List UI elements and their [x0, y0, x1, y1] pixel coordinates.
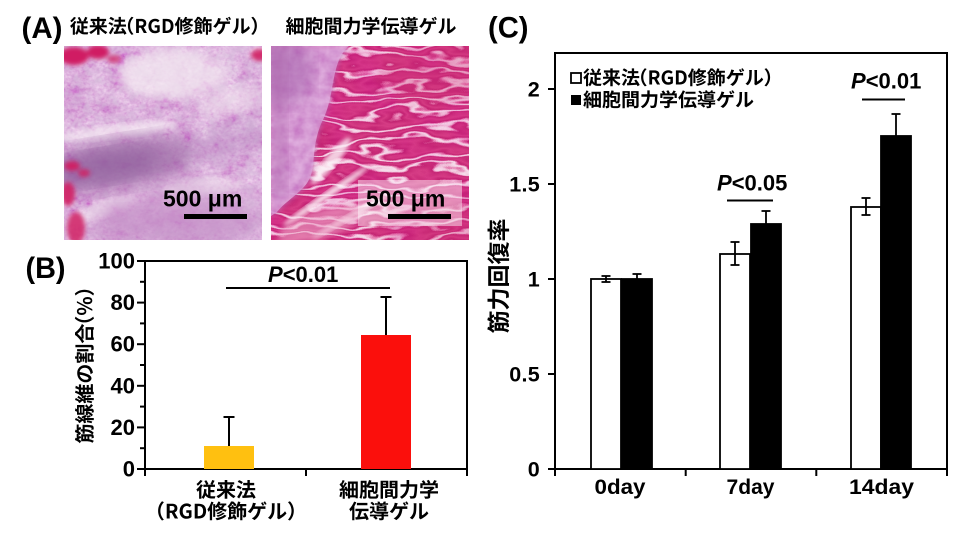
svg-text:80: 80	[111, 290, 135, 315]
svg-text:1.5: 1.5	[509, 173, 540, 197]
svg-text:(B): (B)	[26, 252, 66, 285]
svg-text:7day: 7day	[727, 476, 775, 499]
svg-text:14day: 14day	[849, 476, 914, 499]
svg-text:P<0.05: P<0.05	[717, 171, 787, 196]
svg-text:500 μm: 500 μm	[366, 186, 445, 212]
svg-text:(A): (A)	[22, 12, 63, 45]
svg-text:P<0.01: P<0.01	[851, 69, 921, 94]
svg-text:2: 2	[528, 78, 540, 102]
svg-text:0: 0	[123, 457, 135, 482]
svg-text:20: 20	[111, 415, 135, 440]
svg-text:500 μm: 500 μm	[163, 186, 242, 212]
svg-text:(C): (C)	[488, 12, 529, 45]
svg-text:P<0.01: P<0.01	[268, 262, 338, 287]
svg-text:1: 1	[528, 268, 540, 292]
svg-text:0.5: 0.5	[509, 363, 540, 387]
svg-text:0day: 0day	[595, 476, 646, 499]
svg-text:60: 60	[111, 332, 135, 357]
svg-text:40: 40	[111, 373, 135, 398]
svg-text:100: 100	[98, 249, 135, 274]
svg-text:0: 0	[528, 458, 540, 482]
